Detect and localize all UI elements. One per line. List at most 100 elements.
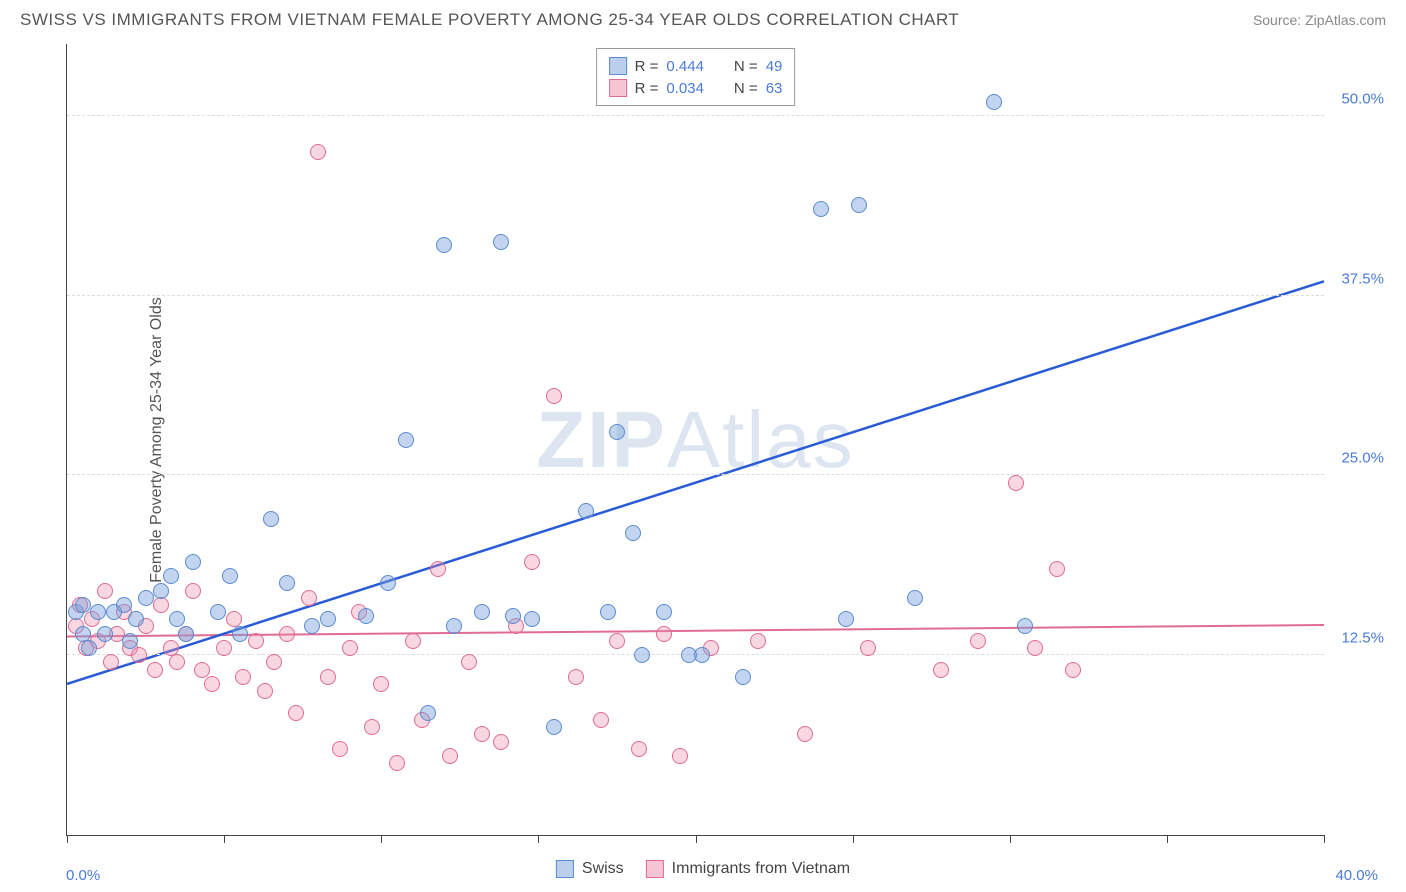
data-point-vietnam: [546, 388, 562, 404]
data-point-vietnam: [342, 640, 358, 656]
x-tick: [1324, 835, 1325, 843]
data-point-swiss: [694, 647, 710, 663]
data-point-vietnam: [1008, 475, 1024, 491]
data-point-vietnam: [860, 640, 876, 656]
data-point-swiss: [128, 611, 144, 627]
data-point-vietnam: [301, 590, 317, 606]
data-point-vietnam: [216, 640, 232, 656]
data-point-swiss: [436, 237, 452, 253]
data-point-swiss: [81, 640, 97, 656]
data-point-swiss: [813, 201, 829, 217]
data-point-vietnam: [970, 633, 986, 649]
data-point-vietnam: [364, 719, 380, 735]
data-point-swiss: [116, 597, 132, 613]
x-tick: [696, 835, 697, 843]
y-tick-label: 50.0%: [1341, 90, 1384, 107]
n-label: N =: [734, 80, 758, 97]
data-point-swiss: [210, 604, 226, 620]
x-tick: [538, 835, 539, 843]
swatch-vietnam: [609, 79, 627, 97]
data-point-swiss: [600, 604, 616, 620]
legend-row-vietnam: R = 0.034 N = 63: [609, 77, 783, 99]
data-point-vietnam: [169, 654, 185, 670]
r-label: R =: [635, 80, 659, 97]
swatch-swiss: [556, 860, 574, 878]
data-point-vietnam: [320, 669, 336, 685]
legend-label-vietnam: Immigrants from Vietnam: [672, 860, 850, 878]
data-point-vietnam: [185, 583, 201, 599]
data-point-vietnam: [474, 726, 490, 742]
data-point-swiss: [169, 611, 185, 627]
data-point-vietnam: [750, 633, 766, 649]
data-point-swiss: [420, 705, 436, 721]
r-label: R =: [635, 58, 659, 75]
data-point-swiss: [380, 575, 396, 591]
data-point-swiss: [546, 719, 562, 735]
data-point-swiss: [358, 608, 374, 624]
data-point-swiss: [578, 503, 594, 519]
data-point-swiss: [735, 669, 751, 685]
data-point-swiss: [185, 554, 201, 570]
y-tick-label: 12.5%: [1341, 630, 1384, 647]
data-point-swiss: [232, 626, 248, 642]
data-point-vietnam: [310, 144, 326, 160]
data-point-swiss: [122, 633, 138, 649]
x-tick-last: 40.0%: [1335, 867, 1378, 884]
data-point-vietnam: [235, 669, 251, 685]
data-point-swiss: [1017, 618, 1033, 634]
data-point-swiss: [263, 511, 279, 527]
watermark: ZIPAtlas: [536, 394, 854, 486]
data-point-vietnam: [672, 748, 688, 764]
data-point-vietnam: [248, 633, 264, 649]
data-point-vietnam: [204, 676, 220, 692]
data-point-swiss: [222, 568, 238, 584]
data-point-vietnam: [524, 554, 540, 570]
gridline: [67, 474, 1324, 475]
data-point-swiss: [75, 597, 91, 613]
data-point-swiss: [163, 568, 179, 584]
x-tick: [1010, 835, 1011, 843]
data-point-vietnam: [332, 741, 348, 757]
trend-lines: [67, 44, 1324, 835]
x-tick: [381, 835, 382, 843]
legend-label-swiss: Swiss: [582, 860, 624, 878]
swiss-n-value: 49: [766, 58, 783, 75]
data-point-vietnam: [1065, 662, 1081, 678]
data-point-vietnam: [430, 561, 446, 577]
data-point-vietnam: [609, 633, 625, 649]
data-point-vietnam: [147, 662, 163, 678]
data-point-vietnam: [405, 633, 421, 649]
series-legend: Swiss Immigrants from Vietnam: [556, 860, 850, 878]
data-point-vietnam: [442, 748, 458, 764]
x-tick: [853, 835, 854, 843]
data-point-vietnam: [266, 654, 282, 670]
legend-item-swiss: Swiss: [556, 860, 624, 878]
data-point-vietnam: [97, 583, 113, 599]
swatch-swiss: [609, 57, 627, 75]
vietnam-r-value: 0.034: [666, 80, 704, 97]
data-point-vietnam: [103, 654, 119, 670]
data-point-vietnam: [288, 705, 304, 721]
data-point-swiss: [320, 611, 336, 627]
data-point-swiss: [398, 432, 414, 448]
data-point-vietnam: [593, 712, 609, 728]
x-tick: [1167, 835, 1168, 843]
vietnam-n-value: 63: [766, 80, 783, 97]
data-point-vietnam: [279, 626, 295, 642]
data-point-vietnam: [933, 662, 949, 678]
gridline: [67, 115, 1324, 116]
data-point-swiss: [656, 604, 672, 620]
legend-row-swiss: R = 0.444 N = 49: [609, 55, 783, 77]
data-point-vietnam: [631, 741, 647, 757]
data-point-vietnam: [257, 683, 273, 699]
data-point-swiss: [609, 424, 625, 440]
chart-title: SWISS VS IMMIGRANTS FROM VIETNAM FEMALE …: [20, 10, 959, 30]
y-tick-label: 25.0%: [1341, 450, 1384, 467]
data-point-swiss: [446, 618, 462, 634]
data-point-vietnam: [1027, 640, 1043, 656]
data-point-swiss: [153, 583, 169, 599]
gridline: [67, 295, 1324, 296]
chart-container: Female Poverty Among 25-34 Year Olds R =…: [18, 44, 1394, 836]
data-point-swiss: [474, 604, 490, 620]
data-point-vietnam: [656, 626, 672, 642]
